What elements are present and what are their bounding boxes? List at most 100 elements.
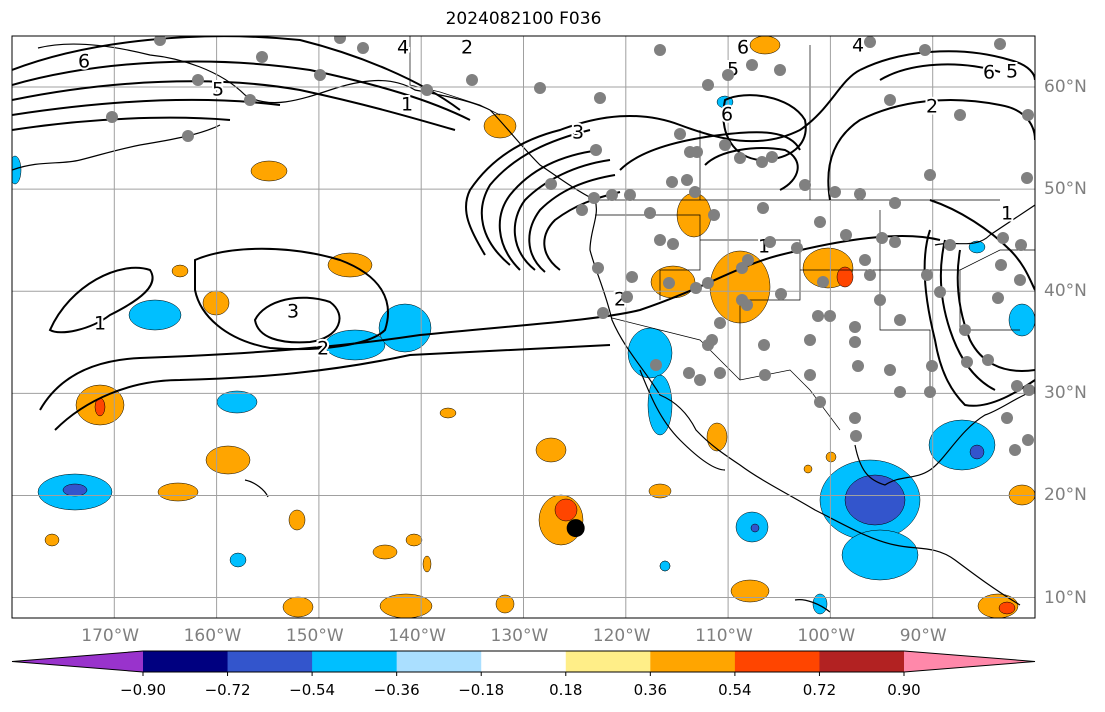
colorbar-segment <box>819 651 905 672</box>
anomaly-patch <box>157 482 199 502</box>
coastline-layer <box>12 43 1035 613</box>
contour-line <box>12 36 461 111</box>
lon-tick-label: 150°W <box>285 626 344 646</box>
anomaly-patch <box>648 483 672 499</box>
station-dot <box>791 242 803 254</box>
station-dot <box>192 74 204 86</box>
station-dot <box>944 239 956 251</box>
contour-line <box>859 50 1035 81</box>
station-dot <box>817 276 829 288</box>
station-dot <box>722 69 734 81</box>
station-dot <box>597 307 609 319</box>
station-dot <box>702 277 714 289</box>
station-dot <box>876 232 888 244</box>
station-dot <box>959 324 971 336</box>
station-dot <box>674 128 686 140</box>
station-dot <box>654 234 666 246</box>
station-dot <box>606 189 618 201</box>
colorbar-segment <box>565 651 651 672</box>
station-dot <box>534 82 546 94</box>
anomaly-patch <box>324 329 386 361</box>
contour-line <box>619 131 801 171</box>
contour-label: 3 <box>287 301 299 323</box>
station-dot <box>1009 444 1021 456</box>
colorbar <box>11 650 1036 676</box>
contour-label: 2 <box>461 37 473 59</box>
anomaly-patch <box>495 594 515 614</box>
anomaly-patch <box>288 509 306 531</box>
anomaly-patch <box>825 451 837 463</box>
colorbar-segment <box>481 651 567 672</box>
station-dot <box>624 189 636 201</box>
anomaly-patch <box>171 264 189 278</box>
station-dot <box>545 178 557 190</box>
anomaly-patch <box>730 579 770 603</box>
station-dot <box>681 174 693 186</box>
colorbar-tick-label: −0.18 <box>458 681 505 699</box>
colorbar-tick-label: 0.18 <box>549 681 583 699</box>
colorbar-tick-label: 0.54 <box>718 681 752 699</box>
colorbar-tick-label: −0.90 <box>120 681 166 699</box>
anomaly-patch <box>62 483 88 497</box>
state-border <box>800 269 931 390</box>
station-dot <box>357 42 369 54</box>
anomaly-patch <box>216 390 258 414</box>
contour-line <box>528 174 616 273</box>
coastline <box>794 599 831 613</box>
station-dot <box>954 109 966 121</box>
station-dot <box>924 169 936 181</box>
coastline <box>639 369 726 471</box>
station-dot <box>874 294 886 306</box>
coastline <box>854 389 1035 486</box>
station-dot <box>594 92 606 104</box>
contour-line <box>956 249 1035 372</box>
station-dot <box>244 94 256 106</box>
station-dot <box>757 202 769 214</box>
station-dot <box>654 44 666 56</box>
lon-tick-label: 100°W <box>797 626 856 646</box>
station-dot <box>691 146 703 158</box>
station-layer <box>106 36 1035 456</box>
anomaly-patch <box>439 407 457 419</box>
contour-label: 1 <box>94 313 106 335</box>
lon-tick-label: 120°W <box>592 626 651 646</box>
station-dot <box>849 321 861 333</box>
anomaly-patch <box>749 36 781 55</box>
contour-line <box>879 63 1001 81</box>
station-dot <box>334 36 346 44</box>
colorbar-tick-label: −0.36 <box>373 681 420 699</box>
station-dot <box>852 360 864 372</box>
state-border <box>409 36 501 116</box>
station-dot <box>840 229 852 241</box>
anomaly-patch <box>1008 303 1035 337</box>
station-dot <box>714 317 726 329</box>
contour-label: 1 <box>401 94 413 116</box>
station-dot <box>702 339 714 351</box>
station-dot <box>850 430 862 442</box>
anomaly-patch <box>422 555 432 573</box>
contour-line <box>465 69 861 256</box>
contour-line <box>12 116 231 131</box>
black-dot <box>566 519 585 538</box>
anomaly-patch <box>282 596 314 618</box>
station-dot <box>804 369 816 381</box>
contour-line <box>480 129 591 266</box>
contour-line <box>194 247 389 351</box>
station-dot <box>1001 412 1013 424</box>
station-dot <box>590 144 602 156</box>
lat-tick-label: 30°N <box>1044 383 1087 404</box>
station-dot <box>734 152 746 164</box>
contour-label: 6 <box>78 51 90 73</box>
contour-line <box>498 149 601 271</box>
station-dot <box>884 94 896 106</box>
colorbar-extend-low <box>12 651 143 672</box>
anomaly-fill-layer <box>12 36 1035 618</box>
contour-line <box>939 239 996 391</box>
lon-tick-label: 130°W <box>490 626 549 646</box>
station-dot <box>824 310 836 322</box>
station-dot <box>894 386 906 398</box>
contour-label: 5 <box>1006 61 1018 83</box>
colorbar-segment <box>143 651 229 672</box>
map-title: 2024082100 F036 <box>445 9 602 29</box>
station-dot <box>766 151 778 163</box>
